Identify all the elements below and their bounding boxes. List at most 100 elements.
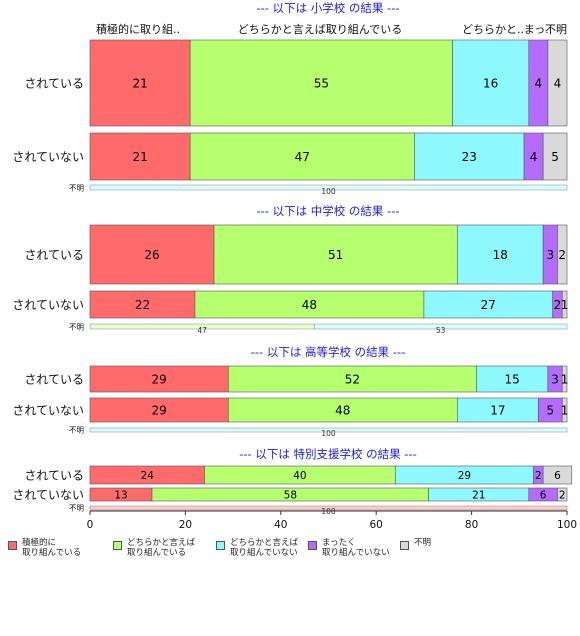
legend-item: どちらかと言えば 取り組んでいる xyxy=(113,538,195,558)
legend: 積極的に 取り組んでいる どちらかと言えば 取り組んでいる どちらかと言えば 取り組… xyxy=(8,538,578,568)
bar-segment xyxy=(557,224,568,285)
bar-segment xyxy=(456,397,539,423)
data-label: 29 xyxy=(458,470,471,482)
bar-segment xyxy=(194,290,425,319)
data-label: 5 xyxy=(546,404,554,418)
legend-label: 積極的に 取り組んでいる xyxy=(22,538,82,558)
unknown-data-label: 47 xyxy=(197,326,207,335)
bar-segment xyxy=(547,39,568,127)
data-label: 1 xyxy=(561,373,569,387)
row-label: されている xyxy=(24,248,84,262)
x-tick-label: 20 xyxy=(179,519,192,531)
data-label: 3 xyxy=(551,373,559,387)
legend-item: 不明 xyxy=(400,538,431,550)
bar-segment xyxy=(213,224,458,285)
data-label: 58 xyxy=(284,489,297,501)
legend-swatch xyxy=(8,541,17,550)
legend-label: どちらかと言えば 取り組んでいる xyxy=(127,538,196,558)
unknown-data-label: 100 xyxy=(321,429,336,438)
bar-segment xyxy=(89,132,191,181)
data-label: 2 xyxy=(558,248,566,262)
data-label: 6 xyxy=(554,470,561,482)
data-label: 22 xyxy=(135,298,150,312)
unknown-row-label: 不明 xyxy=(69,504,84,513)
bar-segment xyxy=(189,39,453,127)
data-label: 23 xyxy=(462,150,477,164)
legend-item: 積極的に 取り組んでいる xyxy=(8,538,81,558)
bar-segment xyxy=(423,290,553,319)
unknown-data-label: 53 xyxy=(436,326,446,335)
data-label: 3 xyxy=(546,248,554,262)
bar-segment xyxy=(189,132,415,181)
data-label: 21 xyxy=(472,489,485,501)
bar-segment xyxy=(456,224,544,285)
data-label: 15 xyxy=(505,373,520,387)
column-header-label: まっ.. xyxy=(524,23,553,36)
unknown-data-label: 100 xyxy=(321,187,336,196)
bar-segment xyxy=(89,397,229,423)
column-header-label: どちらかと言えば取り組んでいる xyxy=(238,23,402,36)
data-label: 47 xyxy=(295,150,310,164)
column-header-label: 積極的に取り組.. xyxy=(96,22,180,36)
row-label: されていない xyxy=(12,404,84,418)
legend-label: まったく 取り組んでいない xyxy=(322,538,390,558)
bar-segment xyxy=(542,465,573,485)
data-label: 1 xyxy=(561,298,569,312)
data-label: 2 xyxy=(554,298,562,312)
legend-swatch xyxy=(308,541,317,550)
bar-segment xyxy=(228,365,477,393)
data-label: 21 xyxy=(132,77,147,91)
data-label: 52 xyxy=(345,373,360,387)
data-label: 4 xyxy=(554,77,562,91)
data-label: 48 xyxy=(302,298,317,312)
unknown-row-label: 不明 xyxy=(69,426,84,435)
legend-label: どちらかと言えば 取り組んでいない xyxy=(230,538,299,558)
data-label: 51 xyxy=(328,248,343,262)
bar-segment xyxy=(542,132,568,181)
data-label: 29 xyxy=(152,373,167,387)
row-label: されている xyxy=(24,469,84,483)
data-label: 4 xyxy=(535,77,543,91)
x-tick-label: 40 xyxy=(274,519,287,531)
data-label: 16 xyxy=(483,77,498,91)
unknown-bar-segment xyxy=(89,184,568,191)
panel-title: --- 以下は 高等学校 の結果 --- xyxy=(251,345,406,359)
data-label: 4 xyxy=(530,150,538,164)
x-tick-label: 60 xyxy=(370,519,383,531)
column-header-label: 不明 xyxy=(545,23,567,36)
x-tick-label: 0 xyxy=(87,519,94,531)
data-label: 40 xyxy=(293,470,306,482)
row-label: されていない xyxy=(12,298,84,312)
data-label: 24 xyxy=(141,470,155,482)
bar-segment xyxy=(89,290,196,319)
row-label: されている xyxy=(24,373,84,387)
legend-swatch xyxy=(216,541,225,550)
data-label: 5 xyxy=(551,150,559,164)
data-label: 2 xyxy=(559,489,566,501)
data-label: 48 xyxy=(335,404,350,418)
column-header-label: どちらかと.. xyxy=(462,23,524,36)
data-label: 2 xyxy=(535,470,542,482)
unknown-bar-segment xyxy=(89,505,568,511)
unknown-row-label: 不明 xyxy=(69,184,84,193)
data-label: 26 xyxy=(144,248,159,262)
unknown-bar-segment xyxy=(89,427,568,433)
bar-segment xyxy=(476,365,549,393)
data-label: 18 xyxy=(493,248,508,262)
data-label: 29 xyxy=(152,404,167,418)
x-tick-label: 100 xyxy=(557,519,577,531)
row-label: されていない xyxy=(12,150,84,164)
panel-title: --- 以下は 特別支援学校 の結果 --- xyxy=(239,447,417,461)
row-label: されている xyxy=(24,77,84,91)
bar-segment xyxy=(557,487,568,502)
data-label: 13 xyxy=(114,489,127,501)
legend-item: まったく 取り組んでいない xyxy=(308,538,390,558)
bar-segment xyxy=(89,365,229,393)
x-tick-label: 80 xyxy=(465,519,478,531)
legend-swatch xyxy=(400,541,409,550)
data-label: 21 xyxy=(132,150,147,164)
unknown-row-label: 不明 xyxy=(69,323,84,332)
bar-segment xyxy=(414,132,525,181)
data-label: 1 xyxy=(561,404,569,418)
data-label: 17 xyxy=(490,404,505,418)
